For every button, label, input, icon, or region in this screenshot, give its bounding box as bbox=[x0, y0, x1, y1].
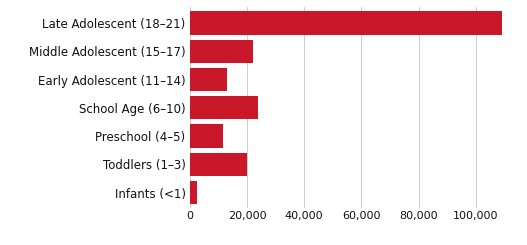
Bar bbox=[190, 96, 258, 119]
Bar bbox=[190, 11, 502, 35]
Bar bbox=[190, 181, 197, 204]
Bar bbox=[190, 153, 247, 176]
Bar bbox=[190, 40, 252, 63]
Bar bbox=[190, 124, 222, 148]
Bar bbox=[190, 68, 227, 91]
